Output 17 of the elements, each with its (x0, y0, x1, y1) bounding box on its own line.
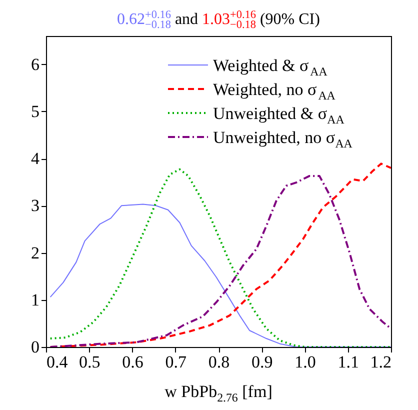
y-tick-label: 1 (31, 290, 40, 310)
x-tick-label: 0.8 (208, 352, 230, 372)
y-tick-label: 4 (31, 149, 40, 168)
x-tick-label: 1.2 (370, 352, 392, 372)
y-tick-label: 5 (31, 102, 40, 121)
x-tick-label: 0.9 (252, 352, 273, 372)
x-tick-label: 0.6 (122, 352, 144, 372)
line-series (50, 204, 391, 347)
x-tick-label: 1.0 (294, 352, 316, 372)
x-tick-label: 0.7 (165, 352, 187, 372)
y-tick-label: 6 (31, 54, 40, 74)
x-tick-label: 1.1 (338, 352, 359, 372)
x-tick-label: 0.4 (46, 352, 68, 372)
y-tick-label: 0 (31, 338, 40, 356)
y-tick-label: 2 (31, 243, 40, 262)
x-tick-label: 0.5 (79, 352, 100, 372)
y-tick-label: 3 (31, 196, 40, 216)
